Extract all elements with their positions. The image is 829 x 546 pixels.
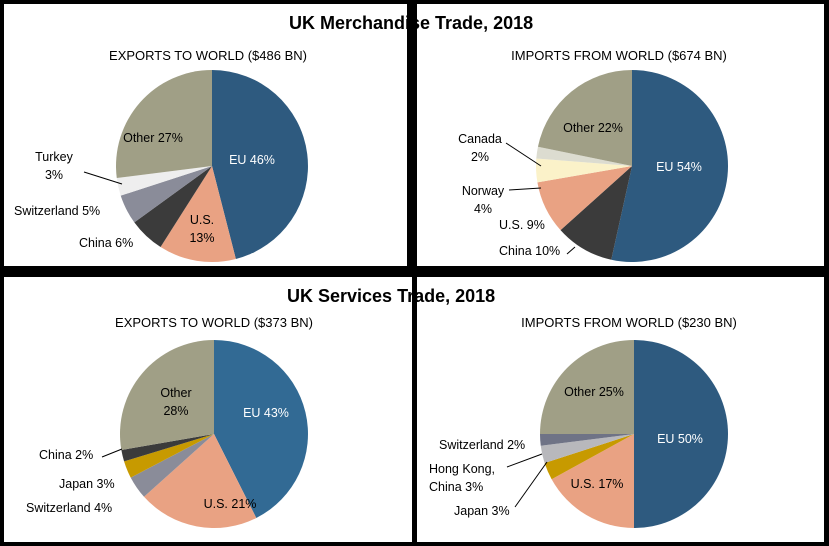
chart-title-1: IMPORTS FROM WORLD ($674 BN) xyxy=(511,48,727,63)
data-label: Turkey 3% xyxy=(35,150,73,182)
pie-slice-other xyxy=(537,70,632,166)
data-label: EU 54% xyxy=(656,160,702,174)
pie-slice-norway xyxy=(535,158,632,183)
data-label: Switzerland 2% xyxy=(439,438,525,452)
leader-line xyxy=(566,246,576,255)
leader-line xyxy=(101,448,123,458)
leader-line xyxy=(83,171,123,185)
data-label: Other 22% xyxy=(563,121,623,135)
data-label: EU 43% xyxy=(243,406,289,420)
pie-slice-u-s xyxy=(537,166,632,231)
data-label: China 2% xyxy=(39,448,93,462)
pie-slice-japan xyxy=(544,434,634,480)
data-label: Other 28% xyxy=(160,386,191,418)
pie-slice-u-s xyxy=(160,166,236,262)
data-label: Canada 2% xyxy=(458,132,502,164)
chart-title-3: IMPORTS FROM WORLD ($230 BN) xyxy=(521,315,737,330)
pie-slice-china xyxy=(560,166,632,260)
pie-chart-1: EU 54% China 10% U.S. 9% Norway 4% Canada 2% Ot… xyxy=(458,70,729,262)
data-label: Japan 3% xyxy=(454,504,510,518)
data-label: China 10% xyxy=(499,244,560,258)
data-label: U.S. 13% xyxy=(189,213,214,245)
pie-slice-switzerland xyxy=(130,434,214,497)
pie-slice-other xyxy=(119,340,214,450)
data-label: EU 46% xyxy=(229,153,275,167)
panel-services-exports: EU 43% U.S. 21% Switzerland 4% Japan 3% Chin… xyxy=(4,277,412,542)
panel-services-imports: EU 50% U.S. 17% Japan 3% Hong Kong, China 3%… xyxy=(417,277,824,542)
pie-chart-0: EU 46% U.S. 13% China 6% Switzerland 5% Turke… xyxy=(14,70,308,262)
leader-line xyxy=(506,453,543,468)
data-label: EU 50% xyxy=(657,432,703,446)
pie-slice-eu xyxy=(611,70,729,262)
pie-slice-eu xyxy=(214,340,308,518)
pie-slice-u-s xyxy=(551,434,634,528)
data-label: U.S. 17% xyxy=(571,477,624,491)
panel-merch-exports: EU 46% U.S. 13% China 6% Switzerland 5% Turke… xyxy=(4,4,407,266)
pie-slice-other xyxy=(540,340,634,434)
pie-slice-switzerland xyxy=(540,434,634,446)
pie-slice-japan xyxy=(124,434,214,478)
data-label: China 6% xyxy=(79,236,133,250)
pie-chart-3: EU 50% U.S. 17% Japan 3% Hong Kong, China 3%… xyxy=(429,340,728,528)
leader-line xyxy=(514,461,548,508)
pie-slice-china xyxy=(121,434,214,462)
pie-slice-switzerland xyxy=(120,166,212,223)
pie-slice-hong-kong-china xyxy=(540,434,634,464)
chart-title-2: EXPORTS TO WORLD ($373 BN) xyxy=(115,315,313,330)
services-title: UK Services Trade, 2018 xyxy=(287,286,496,306)
pie-slice-turkey xyxy=(116,166,212,196)
pie-slice-other xyxy=(116,70,212,179)
data-label: Switzerland 5% xyxy=(14,204,100,218)
data-label: U.S. 9% xyxy=(499,218,545,232)
pie-chart-2: EU 43% U.S. 21% Switzerland 4% Japan 3% Chin… xyxy=(26,340,308,528)
data-label: Norway 4% xyxy=(462,184,505,216)
merchandise-title: UK Merchandise Trade, 2018 xyxy=(289,13,534,33)
pie-slice-u-s xyxy=(144,434,257,528)
data-label: Japan 3% xyxy=(59,477,115,491)
data-label: Switzerland 4% xyxy=(26,501,112,515)
chart-title-0: EXPORTS TO WORLD ($486 BN) xyxy=(109,48,307,63)
leader-line xyxy=(508,187,542,191)
data-label: Other 25% xyxy=(564,385,624,399)
data-label: Other 27% xyxy=(123,131,183,145)
pie-slice-china xyxy=(134,166,212,248)
leader-line xyxy=(505,142,542,167)
panel-merch-imports: EU 54% China 10% U.S. 9% Norway 4% Canada 2% Ot… xyxy=(417,4,824,266)
data-label: U.S. 21% xyxy=(204,497,257,511)
pie-slice-canada xyxy=(536,146,632,166)
data-label: Hong Kong, China 3% xyxy=(429,462,495,494)
pie-slice-eu xyxy=(634,340,728,528)
pie-slice-eu xyxy=(212,70,308,259)
